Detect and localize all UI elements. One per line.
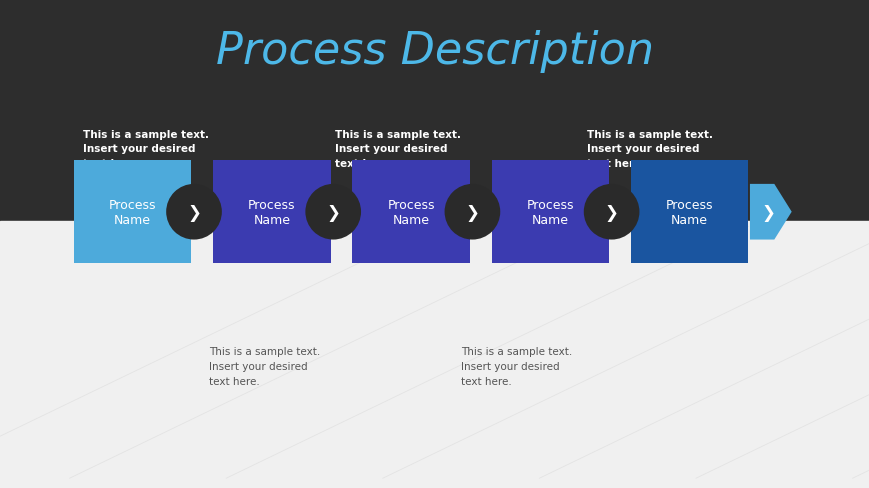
FancyBboxPatch shape <box>630 161 747 264</box>
Polygon shape <box>749 184 791 240</box>
FancyBboxPatch shape <box>491 161 608 264</box>
Text: This is a sample text.
Insert your desired
text here.: This is a sample text. Insert your desir… <box>461 346 572 386</box>
Text: Process
Name: Process Name <box>248 198 295 226</box>
Text: ❯: ❯ <box>187 203 201 221</box>
Bar <box>0 222 869 488</box>
Text: This is a sample text.
Insert your desired
text here.: This is a sample text. Insert your desir… <box>83 129 209 169</box>
FancyBboxPatch shape <box>74 161 191 264</box>
Text: This is a sample text.
Insert your desired
text here.: This is a sample text. Insert your desir… <box>587 129 713 169</box>
Ellipse shape <box>583 184 639 240</box>
FancyBboxPatch shape <box>352 161 469 264</box>
Text: This is a sample text.
Insert your desired
text here.: This is a sample text. Insert your desir… <box>335 129 461 169</box>
Ellipse shape <box>305 184 361 240</box>
Text: ❯: ❯ <box>761 203 775 221</box>
Text: Process
Name: Process Name <box>526 198 574 226</box>
Text: ❯: ❯ <box>326 203 340 221</box>
Ellipse shape <box>444 184 500 240</box>
Text: Process
Name: Process Name <box>665 198 713 226</box>
Text: Process
Name: Process Name <box>109 198 156 226</box>
Text: Process Description: Process Description <box>216 30 653 73</box>
FancyBboxPatch shape <box>213 161 330 264</box>
Text: ❯: ❯ <box>604 203 618 221</box>
Text: ❯: ❯ <box>465 203 479 221</box>
Bar <box>0 0 869 222</box>
Text: This is a sample text.
Insert your desired
text here.: This is a sample text. Insert your desir… <box>209 346 320 386</box>
Text: Process
Name: Process Name <box>387 198 434 226</box>
Ellipse shape <box>166 184 222 240</box>
